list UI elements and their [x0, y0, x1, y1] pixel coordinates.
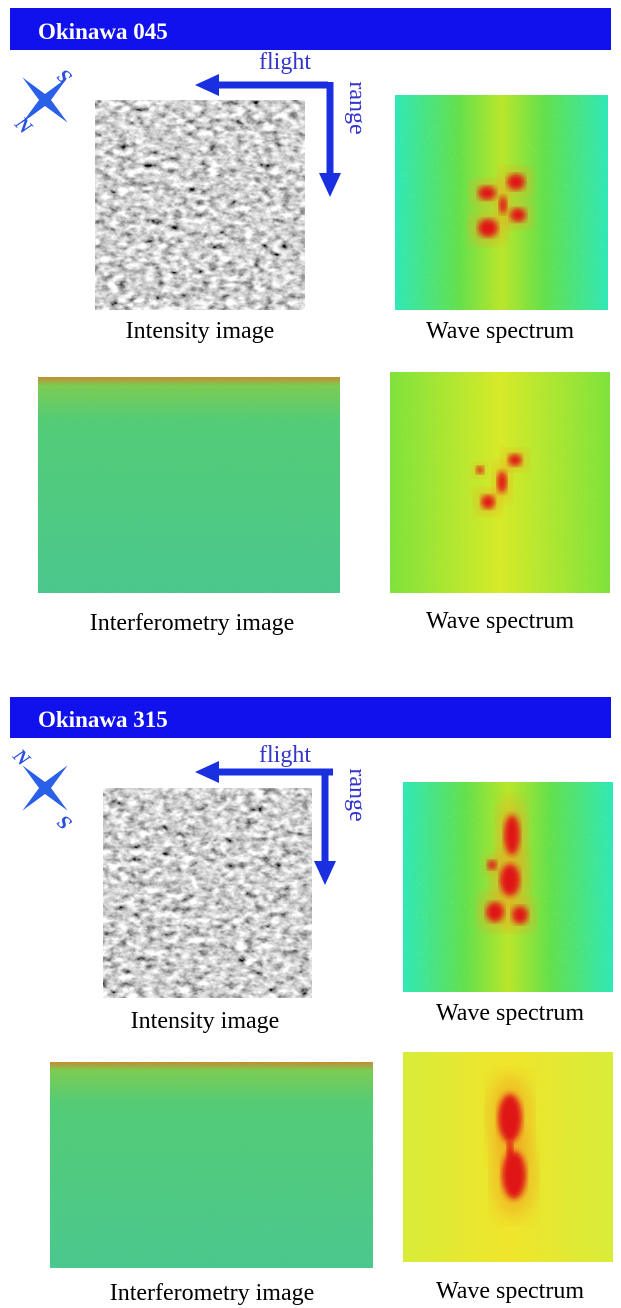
range-label: range: [344, 768, 370, 821]
flight-arrowhead: [195, 74, 219, 96]
spectrum-peak: [476, 466, 484, 474]
spectrum-peak: [502, 1151, 526, 1199]
spectrum-peak: [510, 208, 526, 222]
image-caption: Wave spectrum: [436, 1278, 584, 1304]
intensity-image: [103, 788, 312, 998]
image-caption: Wave spectrum: [436, 1000, 584, 1026]
compass: [22, 77, 68, 123]
image-caption: Interferometry image: [110, 1280, 315, 1306]
spectrum-peak: [507, 174, 525, 190]
compass-south: S: [53, 811, 76, 834]
image-caption: Intensity image: [131, 1008, 280, 1034]
range-arrowhead: [314, 861, 336, 885]
title-bar: [10, 8, 611, 50]
title-bar: [10, 697, 611, 738]
spectrum-peak: [500, 864, 520, 896]
panel-title: Okinawa 315: [38, 707, 168, 732]
spectrum-peak: [481, 495, 495, 509]
compass-north: N: [8, 744, 36, 772]
image-caption: Wave spectrum: [426, 318, 574, 344]
spectrum-peak: [478, 186, 496, 200]
flight-label: flight: [259, 742, 311, 768]
spectrum-peak: [512, 906, 528, 924]
interferometry-texture: [38, 377, 340, 593]
intensity-image: [95, 100, 305, 310]
spectrum-peak: [487, 860, 497, 870]
flight-arrowhead: [195, 761, 219, 783]
range-label: range: [344, 81, 370, 134]
spectrum-peak: [507, 1138, 513, 1162]
spectrum-peak: [486, 902, 504, 922]
compass: [22, 765, 68, 811]
range-arrowhead: [319, 173, 341, 197]
compass-south: S: [53, 65, 76, 88]
spectrum-peak: [498, 1094, 522, 1142]
image-caption: Wave spectrum: [426, 608, 574, 634]
interferometry-texture: [50, 1062, 373, 1268]
image-caption: Interferometry image: [90, 610, 295, 636]
image-caption: Intensity image: [126, 318, 275, 344]
flight-label: flight: [259, 49, 311, 75]
spectrum-peak: [478, 219, 498, 237]
spectrum-peak: [508, 454, 522, 466]
spectrum-peak: [497, 471, 507, 493]
spectrum-peak: [499, 196, 507, 214]
spectrum-peak: [504, 815, 520, 855]
panel-title: Okinawa 045: [38, 19, 168, 44]
compass-north: N: [10, 112, 38, 140]
